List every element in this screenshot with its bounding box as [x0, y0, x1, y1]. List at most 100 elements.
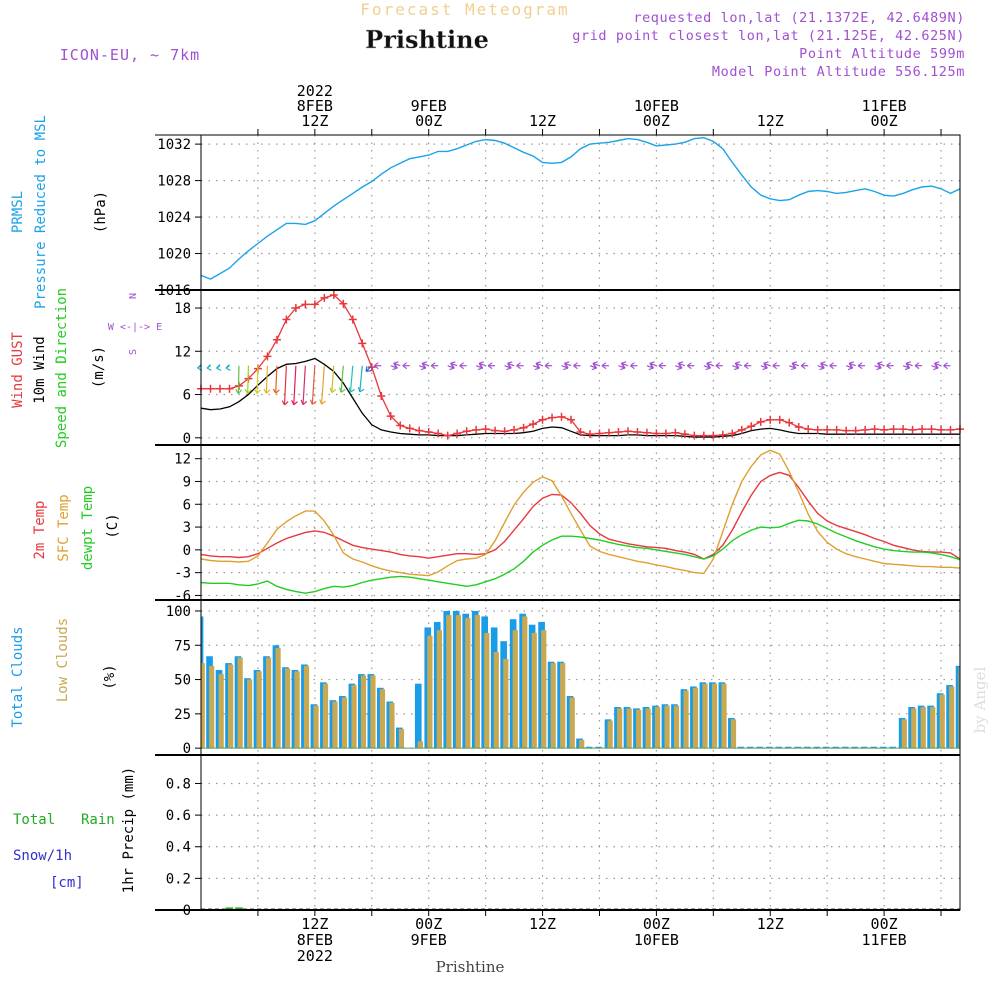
wind-arrow-head	[886, 362, 891, 370]
wind-arrow	[311, 365, 316, 405]
low-cloud-bar	[683, 690, 689, 749]
total-cloud-bar	[775, 746, 783, 749]
wind-arrow	[507, 362, 515, 367]
panel-axis-label: (hPa)	[93, 191, 109, 233]
low-cloud-bar	[949, 686, 955, 749]
low-cloud-bar	[427, 635, 433, 749]
wind-arrow	[820, 362, 828, 367]
low-cloud-bar	[636, 709, 642, 749]
gust-point	[491, 426, 500, 435]
wind-arrow	[877, 362, 885, 367]
gust-point	[510, 425, 519, 434]
x-top-label: 12Z	[757, 112, 784, 130]
y-tick-label: 0.6	[166, 808, 191, 824]
wind-arrow	[706, 362, 714, 367]
gust-point	[899, 425, 908, 434]
wind-arrow-head	[829, 362, 835, 370]
wind-arrow-head	[402, 362, 408, 370]
wind-arrow-head	[630, 362, 635, 370]
gust-point	[329, 291, 338, 300]
low-cloud-bar	[322, 683, 329, 749]
y-tick-label: -6	[174, 588, 191, 604]
wind-arrow-head	[487, 362, 493, 370]
wind-arrow	[359, 365, 363, 392]
low-cloud-bar	[313, 705, 319, 749]
wind-arrow-head	[365, 366, 372, 372]
gust-point	[443, 431, 452, 440]
precip-rain-label: Rain	[81, 812, 115, 828]
wind-arrow	[592, 362, 600, 367]
panel-axis-label: dewpt Temp	[80, 486, 96, 570]
gust-point	[282, 315, 291, 324]
low-cloud-bar	[579, 739, 585, 749]
wind-arrow	[703, 365, 711, 369]
gust-point	[718, 430, 727, 439]
panel-axis-label: (%)	[102, 664, 118, 689]
x-bottom-label: 9FEB	[411, 931, 447, 949]
total-cloud-bar	[822, 746, 830, 749]
wind-arrow	[934, 362, 942, 367]
total-cloud-bar	[860, 746, 868, 749]
total-cloud-bar	[870, 746, 877, 749]
wind-arrow-head	[272, 388, 280, 394]
wind-arrow	[675, 365, 683, 369]
low-cloud-bar	[645, 708, 651, 749]
x-top-label: 2022	[297, 82, 333, 100]
low-cloud-bar	[446, 615, 452, 749]
y-tick-label: 100	[166, 604, 191, 620]
low-cloud-bar	[958, 667, 960, 749]
compass-south: S	[128, 349, 139, 355]
panel-axis-label: (C)	[105, 513, 121, 538]
y-tick-label: 3	[183, 520, 191, 536]
gust-point	[680, 430, 689, 439]
panel-axis-label: Total Clouds	[10, 626, 26, 727]
precip-cm-label: [cm]	[50, 875, 84, 891]
y-tick-label: 0.2	[166, 871, 191, 887]
gust-point	[889, 425, 898, 434]
gust-point	[386, 412, 395, 421]
gust-point	[481, 425, 490, 434]
low-cloud-bar	[692, 687, 699, 749]
panel-axis-label: 1hr Precip (mm)	[121, 767, 137, 893]
wind-arrow-head	[516, 362, 521, 370]
total-cloud-bar	[414, 683, 422, 749]
y-tick-label: 0	[183, 431, 191, 447]
wind-arrow-head	[206, 364, 212, 371]
wind-arrow	[618, 365, 626, 369]
y-tick-label: 0	[183, 543, 191, 559]
wind-arrow-head	[319, 399, 326, 405]
wind-arrow-head	[658, 362, 664, 370]
wind-arrow	[256, 365, 259, 394]
low-cloud-bar	[209, 665, 215, 749]
gust-point	[339, 299, 348, 308]
wind-arrow-head	[686, 362, 692, 370]
wind-arrow-head	[620, 361, 627, 368]
low-cloud-bar	[228, 664, 234, 749]
location-title: Prishtine	[365, 25, 489, 54]
total-cloud-bar	[832, 746, 840, 749]
point-altitude: Point Altitude 599m	[799, 46, 965, 62]
low-cloud-bar	[911, 708, 917, 749]
precip-snow-label: Snow/1h	[13, 848, 72, 864]
panel-axis-label: 2m Temp	[32, 500, 48, 559]
wind-arrow	[817, 365, 825, 369]
y-tick-label: 0	[183, 903, 191, 919]
low-cloud-bar	[247, 679, 253, 749]
x-bottom-label: 00Z	[871, 915, 898, 933]
gust-point	[709, 431, 718, 440]
wind-arrow-head	[933, 361, 940, 368]
low-cloud-bar	[303, 665, 310, 749]
low-cloud-bar	[664, 705, 670, 749]
wind-arrow	[349, 365, 354, 393]
wind-arrow-head	[329, 387, 337, 393]
wind-arrow-head	[507, 361, 513, 368]
gridpoint-coords: grid point closest lon,lat (21.125E, 42.…	[572, 28, 965, 44]
gust-point	[842, 426, 851, 435]
requested-coords: requested lon,lat (21.1372E, 42.6489N)	[633, 10, 965, 26]
wind-arrow	[931, 365, 939, 369]
gust-point	[301, 300, 310, 309]
wind-arrow-head	[535, 361, 541, 368]
total-cloud-bar	[595, 746, 602, 749]
panel-axis-label: Speed and Direction	[54, 288, 70, 448]
y-tick-label: 1032	[157, 137, 191, 153]
